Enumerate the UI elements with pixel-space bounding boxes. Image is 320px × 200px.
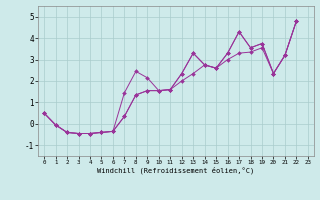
X-axis label: Windchill (Refroidissement éolien,°C): Windchill (Refroidissement éolien,°C) xyxy=(97,167,255,174)
